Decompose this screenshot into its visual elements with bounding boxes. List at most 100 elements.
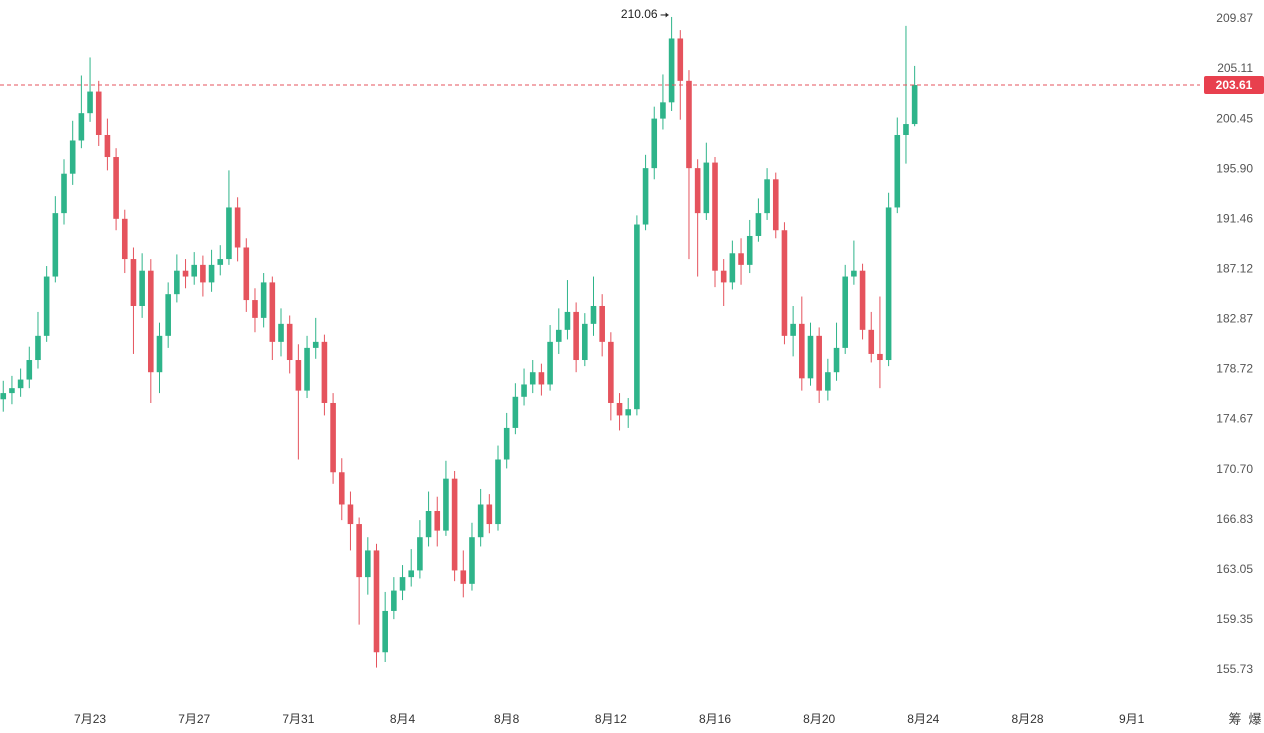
candle-body — [200, 264, 206, 283]
x-tick-label: 8月4 — [390, 712, 416, 726]
candle-body — [877, 353, 883, 361]
toolbar-button[interactable]: 爆 — [1248, 711, 1261, 726]
x-tick-label: 8月12 — [595, 712, 627, 726]
candle-body — [911, 85, 918, 125]
candle-body — [373, 550, 380, 653]
y-tick-label: 205.11 — [1217, 61, 1253, 75]
candle-body — [35, 335, 41, 361]
candle-body — [304, 347, 310, 391]
candle-body — [451, 478, 458, 571]
candle-body — [668, 38, 675, 103]
candle-body — [634, 224, 640, 410]
candle-body — [61, 173, 67, 214]
candle-body — [660, 102, 666, 119]
candle-body — [26, 360, 33, 380]
candle-body — [52, 213, 59, 277]
candle-body — [616, 402, 623, 416]
candle-body — [286, 323, 293, 361]
y-tick-label: 166.83 — [1216, 512, 1253, 526]
candle-body — [312, 341, 319, 348]
candle-body — [851, 270, 857, 277]
candle-body — [87, 91, 93, 114]
y-tick-label: 187.12 — [1216, 261, 1253, 275]
y-tick-label: 209.87 — [1216, 11, 1253, 25]
candle-body — [625, 409, 632, 416]
candle-body — [781, 230, 788, 336]
candle-body — [703, 162, 710, 214]
candle-body — [477, 504, 484, 538]
candle-body — [538, 372, 545, 385]
candle-body — [651, 118, 658, 169]
candle-body — [443, 478, 449, 531]
max-arrow-head — [665, 12, 669, 18]
candle-body — [356, 524, 362, 578]
candle-body — [608, 341, 614, 403]
candle-body — [642, 168, 649, 225]
candle-body — [547, 341, 553, 385]
candle-body — [174, 270, 180, 295]
candle-body — [833, 347, 840, 373]
x-tick-label: 8月8 — [494, 712, 520, 726]
candle-body — [686, 80, 692, 169]
y-tick-label: 195.90 — [1216, 161, 1253, 175]
candle-body — [677, 38, 684, 81]
y-tick-label: 159.35 — [1216, 612, 1253, 626]
candle-body — [408, 570, 415, 578]
candle-body — [330, 402, 336, 473]
candle-body — [113, 157, 119, 219]
y-tick-label: 200.45 — [1216, 111, 1253, 125]
candle-body — [903, 124, 909, 135]
candle-body — [790, 323, 796, 336]
x-tick-label: 7月27 — [178, 712, 210, 726]
y-tick-label: 182.87 — [1216, 312, 1253, 326]
candle-body — [564, 311, 571, 330]
toolbar-button[interactable]: 筹 — [1228, 711, 1241, 726]
candle-body — [772, 179, 779, 231]
candle-body — [0, 393, 7, 400]
candle-body — [694, 168, 701, 214]
candle-body — [521, 384, 527, 397]
candle-body — [43, 276, 50, 336]
y-tick-label: 178.72 — [1216, 362, 1253, 376]
candle-body — [382, 610, 388, 653]
candle-body — [295, 360, 302, 391]
candle-body — [252, 300, 258, 318]
candle-body — [529, 372, 536, 385]
candle-body — [582, 323, 588, 361]
x-tick-label: 7月23 — [74, 712, 106, 726]
candle-body — [720, 270, 727, 283]
candle-body — [121, 218, 128, 260]
candle-body — [130, 259, 137, 306]
candle-body — [243, 247, 250, 301]
candle-body — [278, 323, 284, 342]
y-tick-label: 174.67 — [1216, 412, 1253, 426]
candle-body — [555, 329, 562, 342]
max-high-label: 210.06 — [621, 7, 658, 21]
x-tick-label: 8月24 — [907, 712, 939, 726]
candle-body — [191, 264, 198, 277]
candle-body — [738, 253, 744, 265]
candle-body — [399, 577, 406, 591]
candle-body — [208, 264, 215, 283]
candle-body — [417, 537, 423, 571]
y-tick-label: 163.05 — [1216, 562, 1253, 576]
last-price-label: 203.61 — [1216, 78, 1253, 92]
y-tick-label: 191.46 — [1216, 211, 1253, 225]
candle-body — [148, 270, 154, 373]
candle-body — [17, 379, 24, 389]
candle-body — [347, 504, 354, 525]
candle-body — [842, 276, 849, 348]
candle-body — [391, 590, 397, 611]
candle-body — [755, 213, 762, 236]
x-tick-label: 8月16 — [699, 712, 731, 726]
candle-body — [269, 282, 276, 342]
candle-body — [434, 510, 441, 531]
candle-body — [365, 550, 371, 578]
candle-body — [868, 329, 875, 354]
x-tick-label: 9月1 — [1119, 712, 1145, 726]
candle-body — [260, 282, 267, 318]
candle-body — [894, 134, 901, 208]
candle-body — [599, 305, 605, 342]
